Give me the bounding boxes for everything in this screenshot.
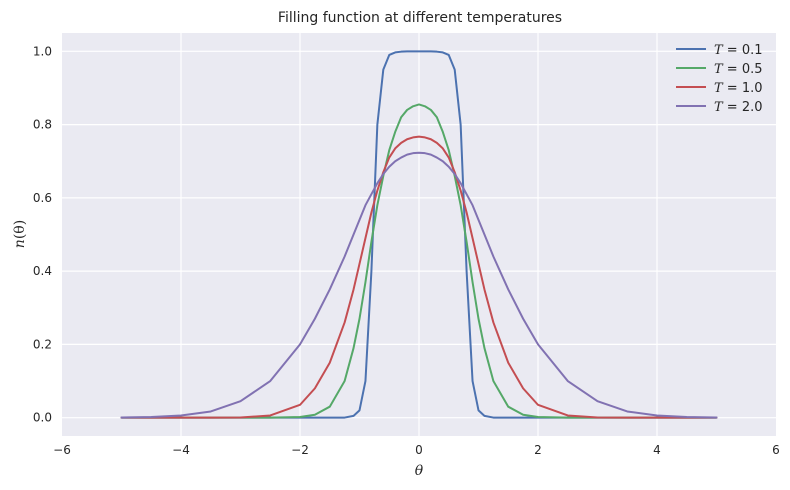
- legend-value: = 0.1: [723, 43, 763, 58]
- legend-variable: T: [714, 100, 724, 115]
- series-line-3: [120, 135, 718, 419]
- series-layer: [120, 50, 718, 419]
- legend-entry: T = 1.0: [714, 81, 763, 96]
- legend-entry: T = 0.1: [714, 43, 763, 58]
- legend: T = 0.1T = 0.5T = 1.0T = 2.0: [676, 43, 763, 115]
- legend-value: = 1.0: [723, 81, 763, 96]
- legend-value: = 0.5: [723, 62, 763, 77]
- y-tick-label: 0.6: [33, 191, 52, 205]
- legend-value: = 2.0: [723, 100, 763, 115]
- y-tick-label: 0.2: [33, 337, 52, 351]
- y-tick-label: 0.4: [33, 264, 52, 278]
- x-tick-label: 4: [653, 443, 661, 457]
- legend-entry: T = 0.5: [714, 62, 763, 77]
- series-line-4: [120, 151, 718, 419]
- legend-variable: T: [714, 62, 724, 77]
- y-tick-label: 0.0: [33, 411, 52, 425]
- x-tick-label: −6: [53, 443, 71, 457]
- series-line-2: [120, 103, 718, 419]
- x-tick-label: −4: [172, 443, 190, 457]
- y-tick-label: 1.0: [33, 44, 52, 58]
- x-tick-label: −2: [291, 443, 309, 457]
- chart-title: Filling function at different temperatur…: [278, 10, 562, 26]
- legend-variable: T: [714, 43, 724, 58]
- series-line-1: [120, 50, 718, 419]
- y-axis-label-main: n: [12, 239, 28, 248]
- legend-entry: T = 2.0: [714, 100, 763, 115]
- x-axis-ticks: −6 −4 −2 0 2 4 6: [53, 443, 780, 457]
- legend-variable: T: [714, 81, 724, 96]
- x-tick-label: 0: [415, 443, 423, 457]
- x-tick-label: 2: [534, 443, 542, 457]
- x-tick-label: 6: [772, 443, 780, 457]
- y-axis-label: n(θ): [12, 220, 28, 248]
- y-axis-label-arg: (θ): [12, 220, 28, 239]
- y-tick-label: 0.8: [33, 118, 52, 132]
- y-axis-ticks: 0.0 0.2 0.4 0.6 0.8 1.0: [33, 44, 52, 424]
- x-axis-label: θ: [415, 463, 424, 479]
